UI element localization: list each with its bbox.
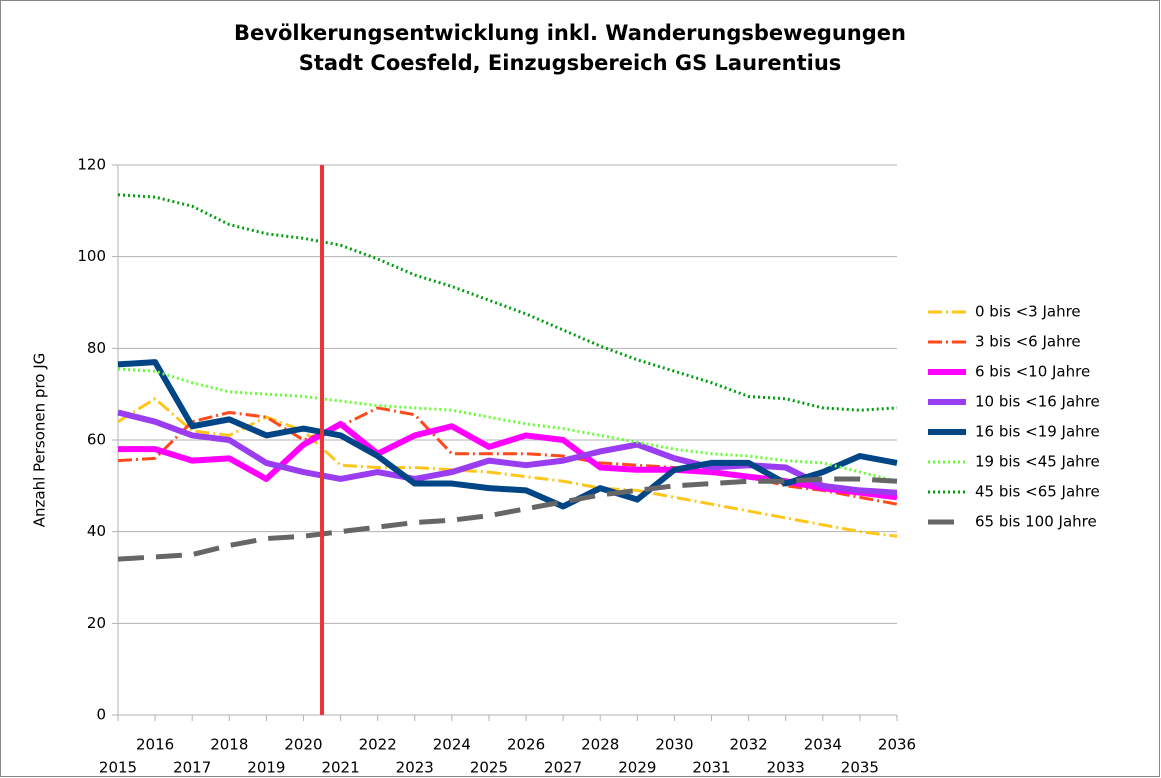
x-tick-label: 2017 bbox=[173, 759, 211, 777]
x-tick-label: 2024 bbox=[433, 736, 471, 754]
x-tick-label: 2016 bbox=[136, 736, 174, 754]
x-tick-label: 2021 bbox=[321, 759, 359, 777]
x-tick-label: 2022 bbox=[359, 736, 397, 754]
series-line bbox=[117, 409, 898, 496]
series-line bbox=[117, 476, 898, 562]
x-tick-label: 2034 bbox=[804, 736, 842, 754]
legend-label: 19 bis <45 Jahre bbox=[975, 453, 1100, 471]
x-tick-label: 2036 bbox=[878, 736, 916, 754]
x-tick-label: 2023 bbox=[396, 759, 434, 777]
x-tick-label: 2035 bbox=[841, 759, 879, 777]
series-line bbox=[117, 193, 898, 412]
legend-label: 65 bis 100 Jahre bbox=[975, 513, 1097, 531]
x-tick-label: 2015 bbox=[99, 759, 137, 777]
y-tick-label: 80 bbox=[87, 339, 106, 357]
x-tick-label: 2025 bbox=[470, 759, 508, 777]
y-tick-label: 120 bbox=[77, 156, 106, 174]
series-line bbox=[117, 367, 898, 483]
x-tick-label: 2027 bbox=[544, 759, 582, 777]
x-tick-label: 2031 bbox=[692, 759, 730, 777]
series-line bbox=[117, 359, 898, 510]
x-tick-label: 2033 bbox=[767, 759, 805, 777]
legend-label: 3 bis <6 Jahre bbox=[975, 333, 1081, 351]
chart-title: Bevölkerungsentwicklung inkl. Wanderungs… bbox=[234, 21, 906, 45]
x-tick-label: 2029 bbox=[618, 759, 656, 777]
y-tick-label: 20 bbox=[87, 614, 106, 632]
x-tick-label: 2018 bbox=[210, 736, 248, 754]
legend-label: 16 bis <19 Jahre bbox=[975, 423, 1100, 441]
x-tick-label: 2030 bbox=[655, 736, 693, 754]
y-tick-label: 0 bbox=[96, 706, 106, 724]
x-tick-label: 2019 bbox=[247, 759, 285, 777]
y-tick-label: 40 bbox=[87, 522, 106, 540]
legend-label: 0 bis <3 Jahre bbox=[975, 303, 1081, 321]
legend-label: 6 bis <10 Jahre bbox=[975, 363, 1090, 381]
x-tick-label: 2026 bbox=[507, 736, 545, 754]
x-tick-label: 2028 bbox=[581, 736, 619, 754]
chart-subtitle: Stadt Coesfeld, Einzugsbereich GS Lauren… bbox=[299, 51, 842, 75]
y-axis-label: Anzahl Personen pro JG bbox=[31, 353, 49, 528]
legend-label: 45 bis <65 Jahre bbox=[975, 483, 1100, 501]
x-tick-label: 2020 bbox=[284, 736, 322, 754]
legend-label: 10 bis <16 Jahre bbox=[975, 393, 1100, 411]
x-tick-label: 2032 bbox=[730, 736, 768, 754]
y-tick-label: 100 bbox=[77, 247, 106, 265]
y-tick-label: 60 bbox=[87, 431, 106, 449]
